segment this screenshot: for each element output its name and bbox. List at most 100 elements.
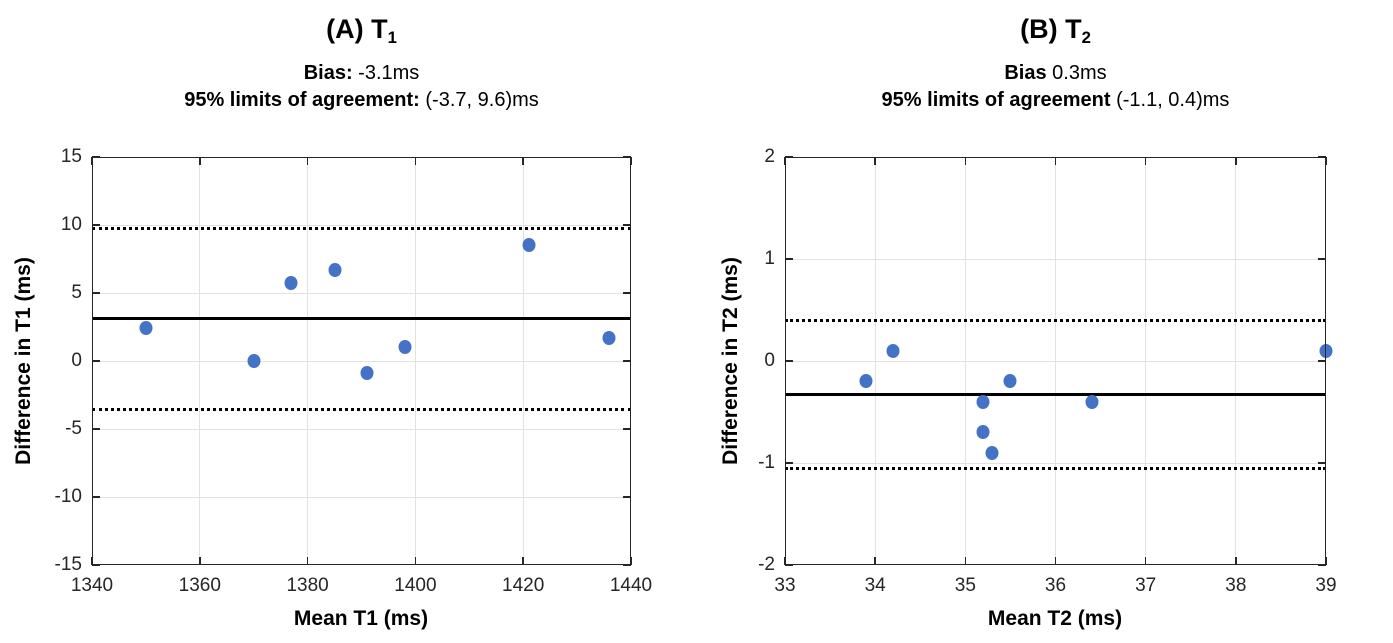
x-tick-mark xyxy=(964,157,967,165)
x-tick-label: 38 xyxy=(1225,575,1247,596)
data-point xyxy=(284,276,298,291)
gridline-horizontal xyxy=(92,292,631,294)
panel-b-loa-text: 95% limits of agreement (-1.1, 0.4)ms xyxy=(881,89,1230,112)
x-tick-mark xyxy=(1144,557,1147,565)
y-tick-label: -5 xyxy=(65,418,82,439)
panel-b-x-axis-label: Mean T2 (ms) xyxy=(987,607,1123,630)
x-tick-mark xyxy=(306,157,309,165)
panel-a-x-axis-label: Mean T1 (ms) xyxy=(293,607,429,630)
x-tick-mark xyxy=(1325,157,1327,165)
y-tick-mark xyxy=(785,360,793,362)
x-tick-label: 37 xyxy=(1135,575,1157,596)
x-tick-mark xyxy=(1235,557,1237,565)
limit-of-agreement-line xyxy=(92,226,631,230)
data-point xyxy=(398,340,412,355)
y-tick-label: 5 xyxy=(71,282,82,303)
bias-mean-line xyxy=(785,393,1326,397)
data-point xyxy=(247,354,261,368)
y-tick-mark xyxy=(785,258,793,260)
gridline-horizontal xyxy=(92,428,631,430)
gridline-horizontal xyxy=(92,496,631,498)
y-tick-mark xyxy=(623,156,631,158)
x-tick-mark xyxy=(964,557,967,565)
x-tick-mark xyxy=(1054,557,1057,565)
limit-of-agreement-line xyxy=(785,318,1326,322)
y-tick-mark xyxy=(623,360,631,362)
gridline-horizontal xyxy=(785,258,1326,260)
x-tick-mark xyxy=(522,157,524,165)
y-tick-label: 0 xyxy=(764,350,775,371)
x-tick-mark xyxy=(874,557,876,565)
x-tick-label: 1400 xyxy=(394,575,437,596)
data-point xyxy=(602,330,616,345)
y-tick-label: 2 xyxy=(764,146,775,167)
y-tick-mark xyxy=(92,360,100,362)
data-point xyxy=(522,238,536,253)
data-point xyxy=(328,262,342,277)
panel-a-loa-text: 95% limits of agreement: (-3.7, 9.6)ms xyxy=(184,89,539,112)
y-tick-mark xyxy=(92,564,100,566)
x-tick-mark xyxy=(784,157,786,165)
y-tick-mark xyxy=(623,292,631,294)
y-tick-mark xyxy=(1318,258,1326,260)
y-tick-mark xyxy=(1318,156,1326,158)
panel-b-title-block: (B) T2 Bias 0.3ms 95% limits of agreemen… xyxy=(785,14,1326,112)
x-tick-label: 34 xyxy=(864,575,886,596)
data-point xyxy=(859,374,873,389)
y-tick-label: -2 xyxy=(758,554,775,575)
panel-a-title-block: (A) T1 Bias: -3.1ms 95% limits of agreem… xyxy=(92,14,631,112)
panel-b-bias-text: Bias 0.3ms xyxy=(1004,62,1107,85)
x-tick-mark xyxy=(630,157,632,165)
y-tick-label: -15 xyxy=(54,554,82,575)
x-tick-mark xyxy=(414,557,417,565)
x-tick-label: 39 xyxy=(1315,575,1337,596)
limit-of-agreement-line xyxy=(92,408,631,412)
x-tick-label: 35 xyxy=(954,575,976,596)
x-tick-mark xyxy=(522,557,524,565)
data-point xyxy=(976,425,990,440)
y-tick-mark xyxy=(92,292,100,294)
panel-a-plot-area: 1340 1360 1380 1400 1420 1440 -15 -10 -5 0 5 10 15 xyxy=(55,146,653,596)
panel-a-title: (A) T1 xyxy=(326,14,397,48)
x-tick-mark xyxy=(1144,157,1147,165)
y-tick-mark xyxy=(623,564,631,566)
data-point xyxy=(886,343,900,358)
limit-of-agreement-line xyxy=(785,466,1326,470)
data-point xyxy=(976,394,990,409)
data-point xyxy=(1085,394,1099,409)
y-tick-label: 0 xyxy=(71,350,82,371)
y-tick-mark xyxy=(785,462,793,464)
data-point xyxy=(985,445,999,460)
y-tick-mark xyxy=(1318,564,1326,566)
gridline-horizontal xyxy=(785,462,1326,464)
x-tick-mark xyxy=(91,157,93,165)
panel-b-plot-area: 33 34 35 36 37 38 39 -2 -1 0 1 2 xyxy=(758,146,1336,596)
y-tick-mark xyxy=(1318,360,1326,362)
panel-a-title-subscript: 1 xyxy=(387,28,397,48)
data-point xyxy=(1319,343,1333,358)
x-tick-label: 1340 xyxy=(70,575,114,596)
y-tick-mark xyxy=(92,156,100,158)
panel-b-title: (B) T2 xyxy=(1020,14,1091,48)
x-tick-mark xyxy=(874,157,876,165)
y-tick-label: -10 xyxy=(54,486,82,507)
data-point xyxy=(360,366,374,381)
x-tick-label: 1380 xyxy=(286,575,329,596)
x-tick-label: 1440 xyxy=(609,575,653,596)
x-tick-label: 1360 xyxy=(178,575,221,596)
bias-mean-line xyxy=(92,317,631,321)
x-tick-mark xyxy=(1054,157,1057,165)
y-tick-mark xyxy=(92,224,100,226)
y-tick-mark xyxy=(623,428,631,430)
panel-b-title-subscript: 2 xyxy=(1081,28,1091,48)
y-tick-label: 10 xyxy=(60,214,82,235)
y-tick-mark xyxy=(785,156,793,158)
x-tick-mark xyxy=(199,157,201,165)
panel-a-bias-text: Bias: -3.1ms xyxy=(303,62,420,85)
y-tick-label: -1 xyxy=(758,452,775,473)
y-tick-mark xyxy=(92,428,100,430)
y-tick-label: 15 xyxy=(60,146,82,167)
data-point xyxy=(139,321,153,336)
x-tick-label: 33 xyxy=(774,575,796,596)
